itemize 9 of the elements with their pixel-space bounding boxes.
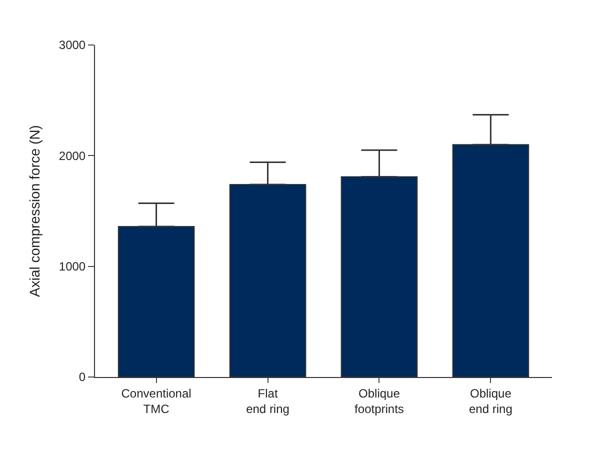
y-tick-label: 3000 <box>58 38 86 52</box>
y-tick-label: 2000 <box>58 148 86 163</box>
x-tick-label: Conventional TMC <box>121 386 192 416</box>
y-axis-title: Axial compression force (N) <box>26 125 42 297</box>
y-tick-label: 1000 <box>58 260 86 274</box>
x-tick-label: Oblique end ring <box>469 386 512 416</box>
y-tick-label: 0 <box>78 370 86 384</box>
x-tick-label: Flat end ring <box>246 386 290 416</box>
x-tick-label: Oblique footprints <box>354 386 404 416</box>
